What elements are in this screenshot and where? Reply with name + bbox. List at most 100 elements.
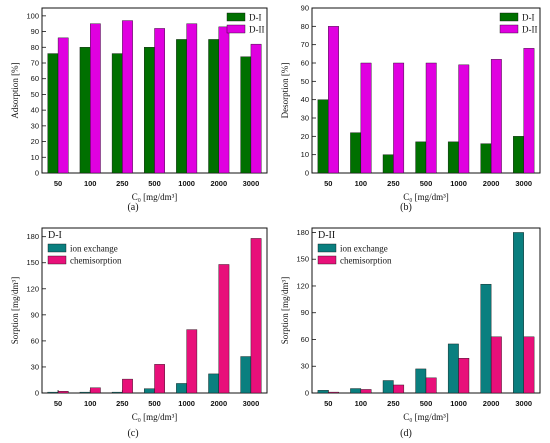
- x-tick-label: 100: [355, 179, 368, 188]
- y-tick-label: 0: [35, 389, 39, 398]
- bar-d-i: [513, 136, 524, 174]
- bar-ion-exchange: [415, 368, 427, 394]
- bar-chemisorption: [360, 389, 372, 394]
- x-tick-label: 1000: [178, 399, 195, 408]
- bar-d-i: [208, 39, 219, 174]
- x-tick-label: 250: [387, 179, 400, 188]
- bar-d-i: [350, 132, 362, 174]
- bar-ion-exchange: [317, 390, 329, 394]
- x-axis-label: C₀ [mg/dm³]: [403, 412, 449, 422]
- bar-ion-exchange: [382, 380, 394, 394]
- legend-label: D-I: [249, 13, 262, 23]
- y-tick-label: 80: [31, 43, 39, 52]
- legend: D-I D-II: [499, 13, 538, 35]
- y-tick-label: 90: [31, 310, 39, 319]
- y-tick-label: 0: [305, 169, 309, 178]
- bar-ion-exchange: [144, 388, 155, 394]
- bar-d-ii: [360, 62, 372, 174]
- chart-panel-3: 0 30 60 90 120 150 180 50 100 250 500 1000 2000 3000 C…: [10, 227, 268, 439]
- legend-label: D-II: [249, 25, 265, 35]
- x-tick-label: 500: [420, 399, 433, 408]
- bar-d-i: [447, 141, 459, 174]
- bar-d-i: [382, 154, 394, 174]
- legend-swatch: [317, 255, 337, 265]
- bar-d-i: [317, 99, 329, 174]
- panel-label: (d): [400, 428, 412, 439]
- bar-d-ii: [458, 64, 470, 174]
- y-tick-label: 120: [26, 284, 39, 293]
- legend-label: ion exchange: [340, 244, 388, 254]
- y-tick-label: 0: [305, 389, 309, 398]
- x-tick-label: 100: [84, 399, 97, 408]
- y-tick-label: 150: [296, 255, 309, 264]
- legend-label: chemisorption: [70, 256, 122, 266]
- bar-ion-exchange: [79, 391, 91, 394]
- x-axis-label: C₀ [mg/dm³]: [132, 412, 178, 422]
- bar-d-i: [480, 143, 492, 174]
- bar-ion-exchange: [350, 388, 362, 394]
- legend-swatch: [47, 255, 67, 265]
- bar-chemisorption: [425, 377, 437, 394]
- bar-ion-exchange: [513, 232, 524, 394]
- y-tick-label: 10: [301, 150, 309, 159]
- legend-label: D-I: [522, 13, 535, 23]
- y-tick-label: 60: [31, 74, 39, 83]
- y-tick-label: 70: [31, 59, 39, 68]
- y-axis-label: Adsorption [%]: [10, 62, 20, 118]
- legend-swatch: [226, 12, 246, 22]
- bar-ion-exchange: [240, 356, 252, 394]
- bar-chemisorption: [458, 358, 470, 394]
- x-tick-label: 100: [355, 399, 368, 408]
- x-tick-label: 50: [324, 399, 332, 408]
- x-tick-label: 50: [54, 399, 62, 408]
- bar-d-ii: [57, 37, 69, 174]
- x-tick-label: 1000: [450, 399, 467, 408]
- y-axis-label: Desorption [%]: [280, 63, 290, 119]
- legend-swatch: [317, 243, 337, 253]
- y-tick-label: 20: [31, 137, 39, 146]
- bar-ion-exchange: [447, 343, 459, 394]
- x-tick-label: 250: [116, 179, 129, 188]
- legend-swatch: [226, 24, 246, 34]
- x-tick-label: 50: [54, 179, 62, 188]
- y-tick-label: 30: [31, 121, 39, 130]
- bar-d-ii: [90, 23, 101, 174]
- x-tick-label: 1000: [178, 179, 195, 188]
- legend-label: chemisorption: [340, 256, 392, 266]
- bar-ion-exchange: [208, 373, 219, 394]
- y-axis-label: Sorption [mg/dm³]: [280, 277, 290, 344]
- y-tick-label: 90: [31, 27, 39, 36]
- x-tick-label: 2000: [210, 179, 227, 188]
- bar-chemisorption: [328, 391, 339, 394]
- bar-d-i: [47, 53, 59, 174]
- legend: ion exchange chemisorption: [317, 243, 392, 266]
- x-tick-label: 3000: [243, 179, 260, 188]
- y-tick-label: 20: [301, 132, 309, 141]
- y-tick-label: 30: [301, 362, 309, 371]
- panel-label: (a): [127, 202, 138, 213]
- panel-label: (c): [127, 428, 138, 439]
- y-tick-label: 10: [31, 153, 39, 162]
- y-tick-label: 40: [301, 95, 309, 104]
- bar-ion-exchange: [480, 283, 492, 394]
- x-tick-label: 3000: [515, 399, 532, 408]
- x-tick-label: 500: [148, 399, 161, 408]
- bar-chemisorption: [218, 264, 230, 394]
- legend-label: ion exchange: [70, 244, 118, 254]
- bar-d-i: [79, 47, 91, 174]
- bar-d-i: [176, 39, 187, 174]
- bar-chemisorption: [393, 384, 405, 394]
- bar-d-i: [144, 47, 155, 174]
- bar-d-i: [240, 56, 252, 174]
- panel-title: D-I: [48, 230, 62, 241]
- y-tick-label: 60: [301, 59, 309, 68]
- x-axis-label: C₀ [mg/dm³]: [403, 192, 449, 202]
- y-tick-label: 90: [301, 4, 309, 13]
- legend-swatch: [47, 243, 67, 253]
- bar-d-ii: [490, 59, 502, 174]
- bar-d-ii: [425, 62, 437, 174]
- x-tick-label: 3000: [243, 399, 260, 408]
- y-tick-label: 30: [301, 114, 309, 123]
- legend: D-I D-II: [226, 12, 265, 35]
